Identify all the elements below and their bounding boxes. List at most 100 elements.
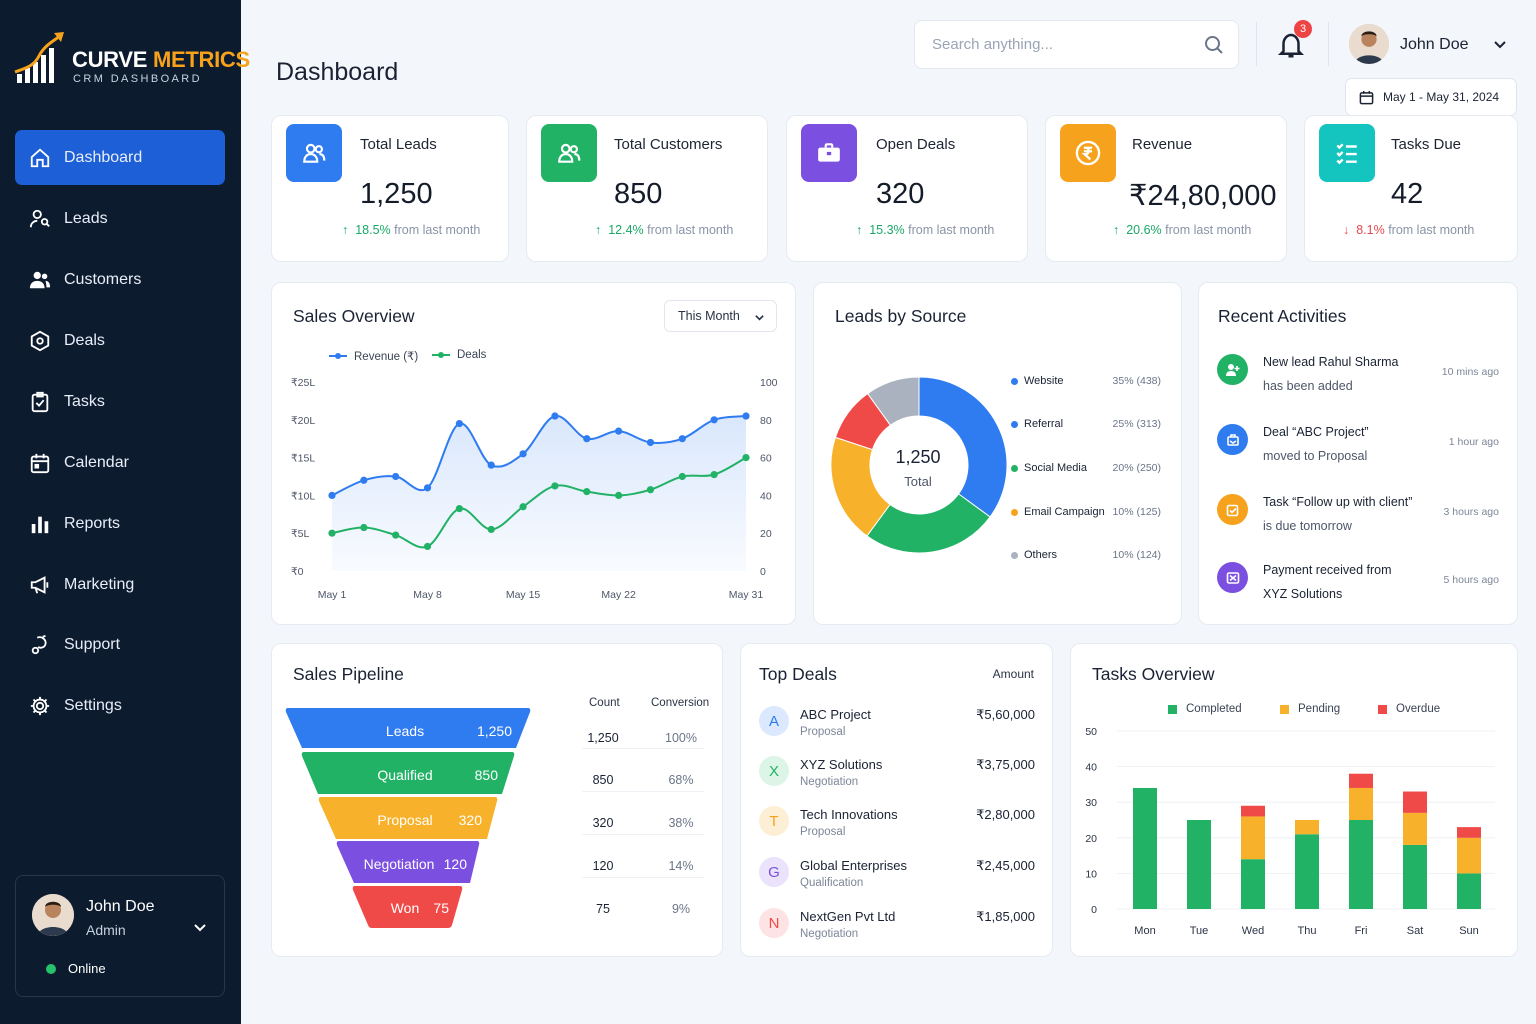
brand-logo[interactable]: CURVE METRICS CRM DASHBOARD [12, 30, 250, 90]
chevron-down-icon [755, 315, 764, 321]
svg-text:120: 120 [444, 856, 468, 872]
deal-avatar: A [759, 706, 789, 736]
arrow-up-icon: ↑ [1113, 223, 1127, 237]
home-icon [30, 148, 50, 167]
card-title: Sales Overview [293, 306, 415, 326]
deal-amount: ₹5,60,000 [976, 707, 1035, 722]
chevron-down-icon[interactable] [1493, 38, 1507, 52]
revenue-point [487, 461, 495, 469]
card-title: Tasks Overview [1092, 664, 1215, 684]
brand-subtitle: CRM DASHBOARD [73, 73, 202, 85]
search-icon[interactable] [1204, 35, 1224, 55]
sidebar-user-card[interactable]: John Doe Admin Online [15, 875, 225, 997]
deals-point [646, 486, 655, 494]
activity-item[interactable]: Task “Follow up with client” is due tomor… [1217, 490, 1499, 540]
revenue-point [455, 419, 463, 428]
y2-tick-label: 40 [760, 490, 772, 502]
megaphone-icon [30, 575, 49, 594]
user-plus-icon [1217, 354, 1248, 385]
arrow-up-icon: ↑ [595, 223, 609, 237]
header-user-name[interactable]: John Doe [1400, 36, 1469, 53]
sidebar-item-calendar[interactable]: Calendar [15, 435, 225, 490]
notification-badge: 3 [1294, 20, 1312, 38]
leads-by-source-card: Leads by Source 1,250 Total Website 35% (… [813, 282, 1182, 625]
users-icon [303, 143, 326, 163]
bar-completed-wed [1241, 859, 1265, 909]
sidebar-item-dashboard[interactable]: Dashboard [15, 130, 225, 185]
sidebar: CURVE METRICS CRM DASHBOARD Dashboard Le… [0, 0, 250, 1024]
sidebar-item-leads[interactable]: Leads [15, 191, 225, 246]
sales-pipeline-card: Sales Pipeline Count Conversion Leads 1,… [271, 643, 723, 957]
source-others: Others 10% (124) [1011, 549, 1161, 561]
y-tick-label: 20 [1085, 833, 1097, 845]
y-tick-label: 40 [1085, 762, 1097, 774]
revenue-point [551, 412, 559, 420]
deal-row[interactable]: N NextGen Pvt Ltd Negotiation ₹1,85,000 [757, 906, 1035, 952]
x-tick-label: May 22 [601, 589, 636, 601]
deal-row[interactable]: G Global Enterprises Qualification ₹2,45… [757, 855, 1035, 901]
pipeline-conversion: 9% [671, 902, 691, 916]
bar-pending-sun [1457, 837, 1481, 874]
deal-tag-icon [30, 330, 50, 351]
sidebar-item-reports[interactable]: Reports [15, 496, 225, 551]
sidebar-item-marketing[interactable]: Marketing [15, 557, 225, 612]
revenue-point [646, 438, 655, 447]
kpi-card-revenue[interactable]: Revenue ₹24,80,000 ↑ 20.6% from last mon… [1045, 115, 1287, 262]
y-tick-label: ₹10L [291, 490, 315, 502]
kpi-label: Open Deals [876, 136, 956, 153]
x-tick-label: Mon [1134, 925, 1155, 937]
sidebar-item-support[interactable]: Support [15, 617, 225, 672]
svg-text:Negotiation: Negotiation [364, 856, 435, 872]
deal-stage: Qualification [800, 877, 864, 889]
revenue-point [710, 416, 718, 424]
sidebar-item-settings[interactable]: Settings [15, 678, 225, 733]
bar-overdue-wed [1241, 805, 1265, 817]
arrow-up-icon: ↑ [342, 223, 356, 237]
deal-row[interactable]: T Tech Innovations Proposal ₹2,80,000 [757, 804, 1035, 850]
calendar-icon [30, 453, 50, 473]
period-select[interactable]: This Month [664, 300, 777, 332]
header-avatar[interactable] [1349, 24, 1389, 64]
sidebar-item-tasks[interactable]: Tasks [15, 374, 225, 429]
chevron-down-icon[interactable] [193, 921, 207, 935]
deal-row[interactable]: A ABC Project Proposal ₹5,60,000 [757, 704, 1035, 750]
sidebar-item-label: Customers [64, 270, 142, 288]
svg-text:Proposal: Proposal [377, 812, 432, 828]
bell-icon[interactable] [1276, 30, 1306, 60]
user-role: Admin [86, 922, 126, 938]
page-title: Dashboard [276, 58, 399, 86]
bar-overdue-fri [1349, 773, 1373, 788]
deal-amount: ₹2,45,000 [976, 858, 1035, 873]
deal-stage: Negotiation [800, 928, 859, 940]
sidebar-item-deals[interactable]: Deals [15, 313, 225, 368]
kpi-value: 1,250 [360, 178, 433, 210]
pipeline-count: 75 [596, 902, 610, 916]
y-tick-label: ₹0 [291, 566, 304, 578]
search-input[interactable]: Search anything... [914, 20, 1239, 69]
bar-overdue-sun [1457, 827, 1481, 838]
y-tick-label: 30 [1085, 797, 1097, 809]
date-range-picker[interactable]: May 1 - May 31, 2024 [1345, 78, 1517, 116]
activity-item[interactable]: Payment received from XYZ Solutions 5 hou… [1217, 558, 1499, 608]
top-deals-card: Top Deals Amount A ABC Project Proposal … [740, 643, 1053, 957]
deal-row[interactable]: X XYZ Solutions Negotiation ₹3,75,000 [757, 754, 1035, 800]
kpi-card-tasks-due[interactable]: Tasks Due 42 ↓ 8.1% from last month [1304, 115, 1518, 262]
pipeline-count: 1,250 [587, 731, 619, 745]
activity-item[interactable]: Deal “ABC Project” moved to Proposal 1 ho… [1217, 420, 1499, 470]
pipeline-count: 320 [592, 816, 614, 830]
kpi-card-total-leads[interactable]: Total Leads 1,250 ↑ 18.5% from last mont… [271, 115, 509, 262]
source-email-campaign: Email Campaign 10% (125) [1011, 506, 1161, 518]
row-divider [582, 834, 704, 835]
sidebar-item-customers[interactable]: Customers [15, 252, 225, 307]
svg-text:1,250: 1,250 [477, 723, 512, 739]
sidebar-item-label: Support [64, 635, 121, 653]
col-header-conversion: Conversion [651, 697, 710, 709]
kpi-card-open-deals[interactable]: Open Deals 320 ↑ 15.3% from last month [786, 115, 1028, 262]
kpi-card-total-customers[interactable]: Total Customers 850 ↑ 12.4% from last mo… [526, 115, 768, 262]
row-divider [582, 748, 704, 749]
kpi-icon-bg [1319, 124, 1375, 182]
activity-item[interactable]: New lead Rahul Sharma has been added 10 m… [1217, 350, 1499, 400]
donut-slice-others [866, 376, 920, 426]
funnel-stage-leads: Leads 1,250 [285, 708, 531, 748]
revenue-point [392, 472, 400, 481]
